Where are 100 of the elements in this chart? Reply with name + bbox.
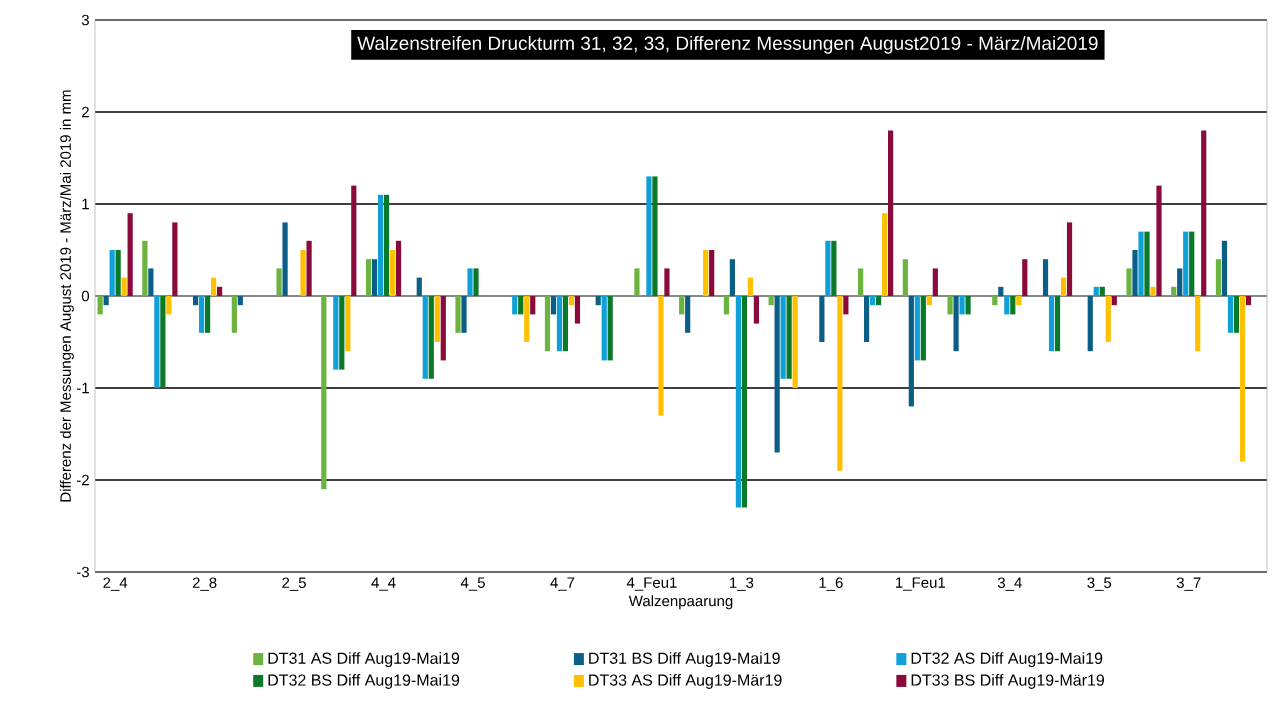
bar <box>1048 296 1055 352</box>
bar <box>166 296 172 315</box>
bar <box>947 296 953 315</box>
bar <box>371 259 378 297</box>
bar <box>1138 231 1144 297</box>
bar <box>1054 296 1061 352</box>
bar <box>1215 259 1222 297</box>
bar <box>1221 240 1228 297</box>
bar <box>148 268 154 297</box>
bar <box>434 296 440 343</box>
bar <box>646 176 652 297</box>
bar <box>1016 296 1022 306</box>
x-tick-label: 1_Feu1 <box>896 577 946 591</box>
bar <box>339 296 345 370</box>
bar <box>574 296 581 324</box>
bar <box>753 296 759 324</box>
bar <box>1066 222 1073 297</box>
y-axis-title: Differenz der Messungen August 2019 - März/Mai 2019 in mm <box>59 90 74 502</box>
bar <box>1239 296 1246 462</box>
bar <box>1022 259 1028 297</box>
legend-label: DT31 BS Diff Aug19-Mai19 <box>589 652 780 668</box>
legend-label: DT31 AS Diff Aug19-Mai19 <box>268 652 460 668</box>
bar <box>1177 268 1183 297</box>
bar <box>518 296 524 315</box>
bar <box>607 296 613 361</box>
bar <box>819 296 825 343</box>
bar <box>365 259 372 297</box>
bar <box>115 250 121 297</box>
y-tick-label: -2 <box>76 474 89 486</box>
bar <box>103 296 109 306</box>
bar <box>685 296 691 333</box>
bar <box>550 296 557 315</box>
bar <box>512 296 518 315</box>
y-tick-label: 1 <box>82 198 89 210</box>
bar <box>965 296 971 315</box>
bar <box>568 296 575 306</box>
x-tick-label: 4_4 <box>371 577 396 591</box>
bar <box>1171 286 1177 297</box>
x-tick-label: 1_3 <box>730 577 754 591</box>
bar <box>544 296 551 352</box>
bar <box>825 240 831 297</box>
bar <box>679 296 685 315</box>
bar <box>652 176 658 297</box>
bar <box>1111 296 1117 306</box>
bar <box>908 296 914 407</box>
bar <box>282 222 288 297</box>
bar <box>888 130 894 297</box>
bar <box>664 268 670 297</box>
bar <box>237 296 243 306</box>
bar <box>902 259 908 297</box>
bar <box>1150 286 1156 297</box>
bar <box>729 259 736 297</box>
bar <box>154 296 160 389</box>
bar <box>455 296 461 333</box>
bar <box>858 268 864 297</box>
bar <box>992 296 998 306</box>
bar <box>422 296 428 379</box>
bar <box>831 240 837 297</box>
bar <box>377 194 384 297</box>
y-tick-label: -1 <box>76 382 89 394</box>
bar <box>389 250 396 297</box>
bar <box>172 222 178 297</box>
bar <box>1105 296 1111 343</box>
bar <box>876 296 882 306</box>
bar <box>1195 296 1201 352</box>
bar <box>199 296 205 333</box>
bar <box>747 277 753 297</box>
x-tick-label: 4_7 <box>550 577 575 591</box>
bar <box>837 296 843 471</box>
bar <box>601 296 607 361</box>
bar <box>345 296 351 352</box>
bar <box>735 296 742 508</box>
bar <box>1201 130 1207 297</box>
x-tick-label: 3_5 <box>1087 577 1112 591</box>
bar <box>723 296 729 315</box>
bar <box>864 296 870 343</box>
bar <box>768 296 774 306</box>
bar <box>97 296 103 315</box>
bar <box>333 296 339 370</box>
bar <box>231 296 237 333</box>
bar <box>461 296 467 333</box>
y-tick-label: -3 <box>76 566 89 578</box>
bar <box>205 296 211 333</box>
bar <box>440 296 446 361</box>
bar <box>998 286 1004 297</box>
bar <box>1227 296 1234 333</box>
bar <box>792 296 798 389</box>
bar <box>1132 250 1138 297</box>
bar <box>709 250 715 297</box>
bar <box>306 240 312 297</box>
bar <box>416 277 422 297</box>
bar <box>786 296 792 379</box>
x-tick-label: 4_Feu1 <box>626 577 677 591</box>
bar <box>1233 296 1240 333</box>
bar <box>1060 277 1067 297</box>
bar <box>562 296 569 352</box>
bar <box>428 296 434 379</box>
bar <box>914 296 920 361</box>
bar <box>1189 231 1195 297</box>
bar <box>142 240 148 297</box>
